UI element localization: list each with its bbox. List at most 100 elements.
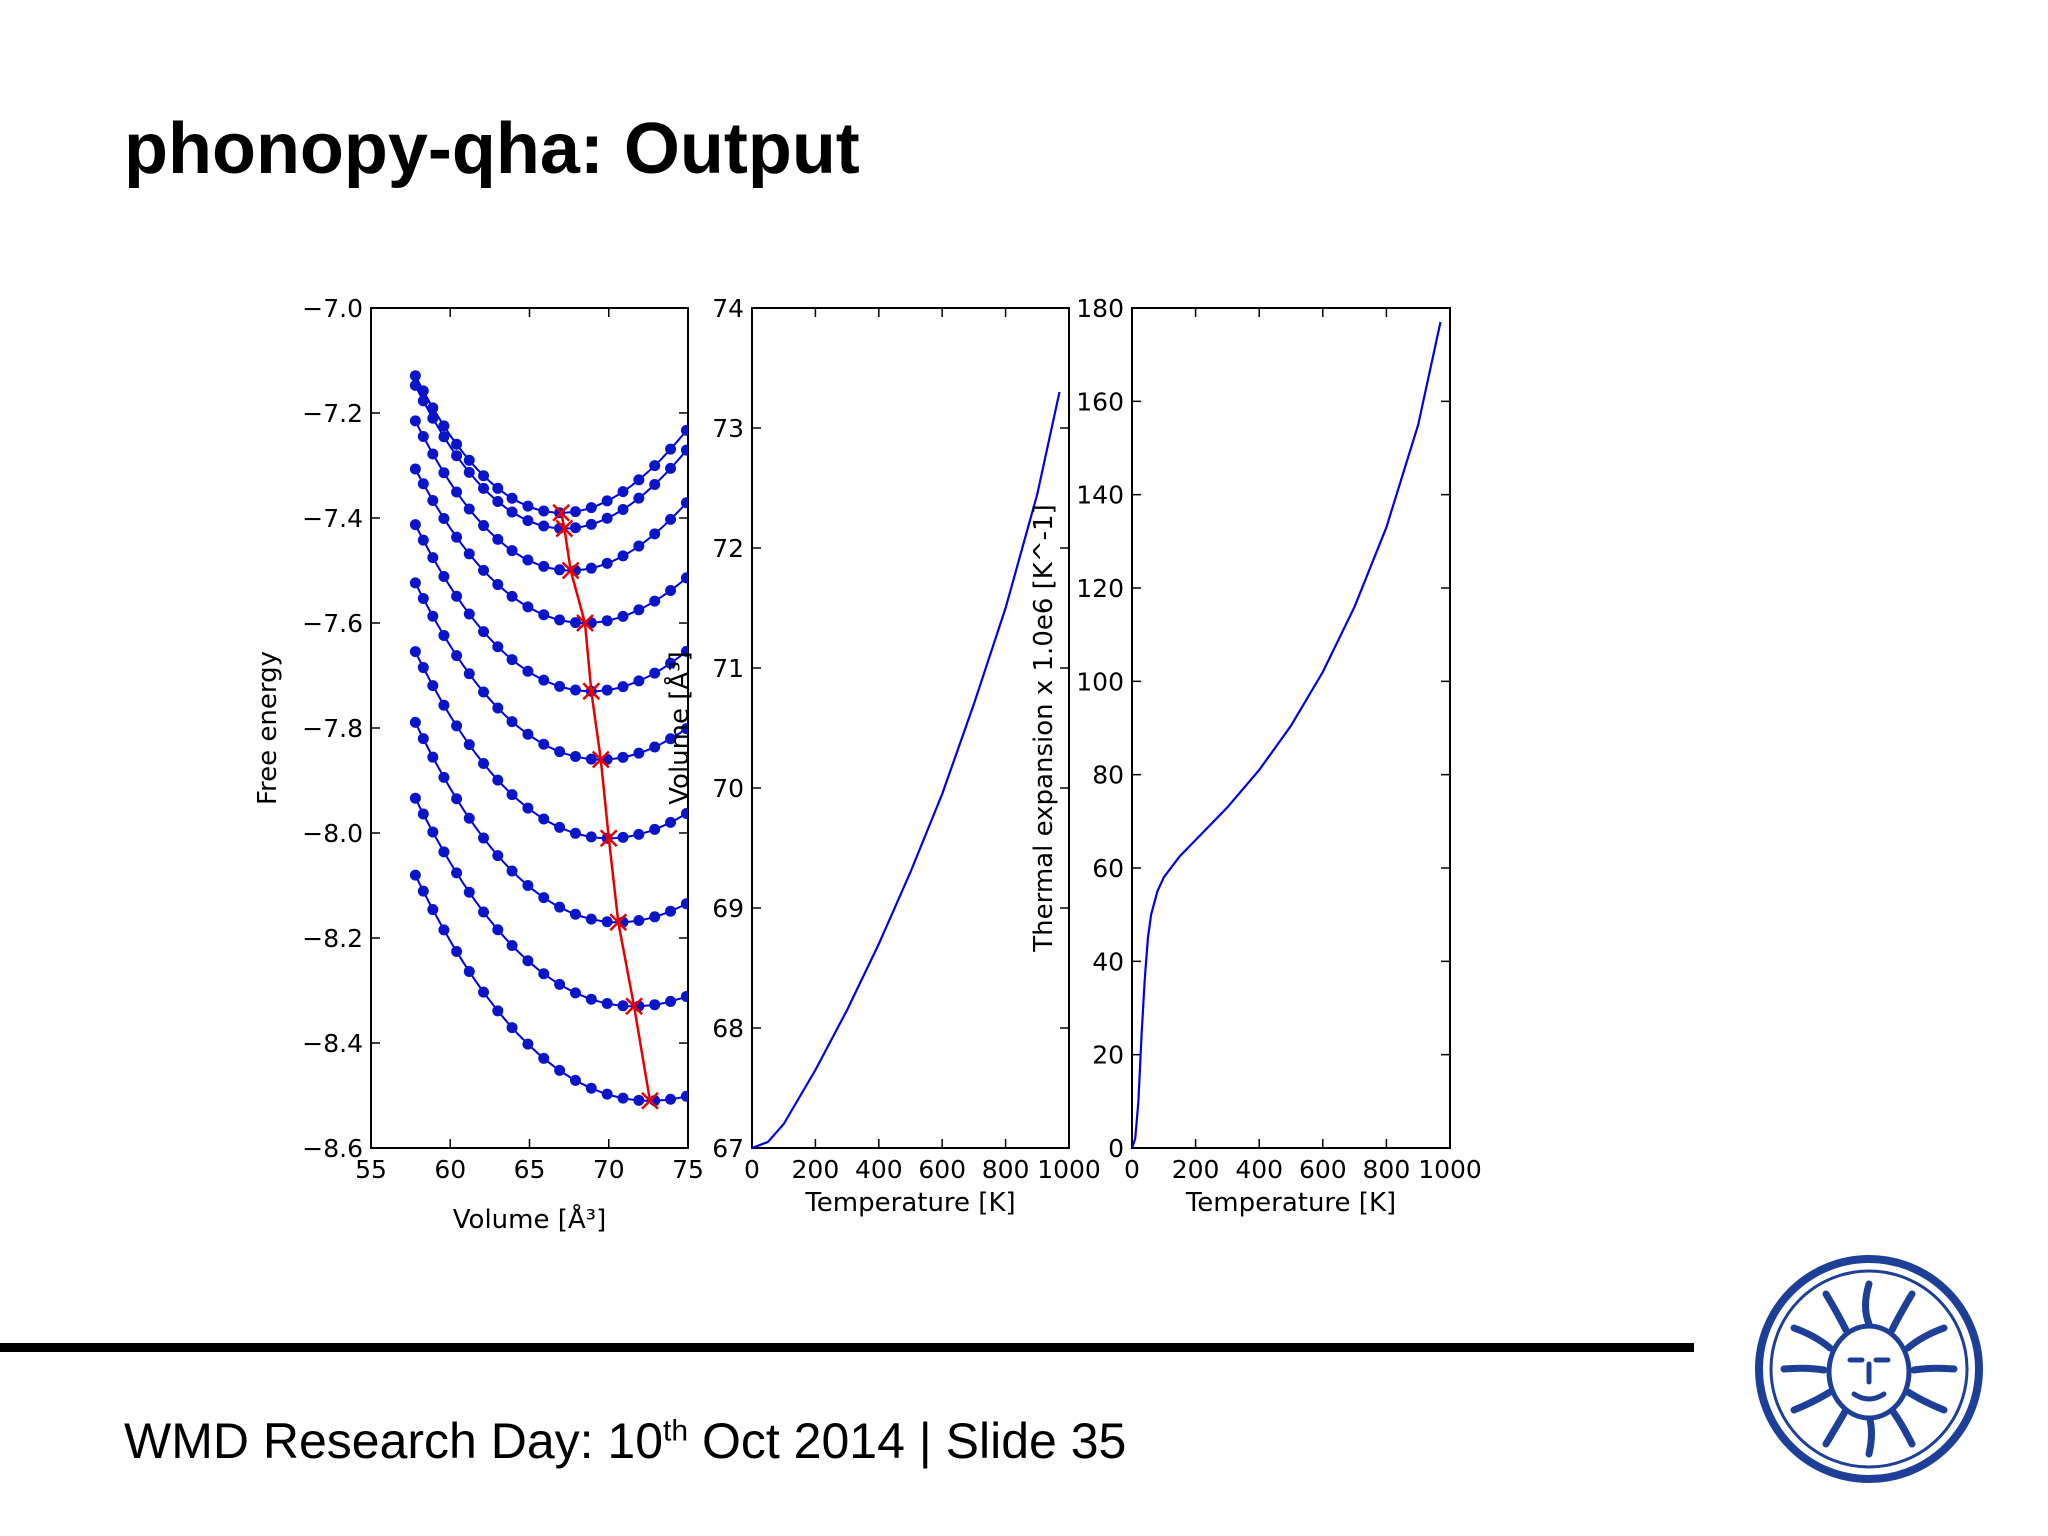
- footer-suffix: Oct 2014 | Slide 35: [688, 1413, 1127, 1469]
- minimum-path-line: [559, 512, 652, 1102]
- y-tick-label: 73: [712, 414, 744, 443]
- series-line: [1130, 321, 1442, 1149]
- free-energy-point: [554, 614, 566, 626]
- minimum-marker: [609, 913, 628, 932]
- free-energy-point: [538, 505, 550, 517]
- free-energy-point: [409, 463, 421, 475]
- free-energy-point: [463, 812, 475, 824]
- minimum-marker: [582, 682, 601, 701]
- free-energy-point: [538, 738, 550, 750]
- free-energy-point: [633, 828, 645, 840]
- free-energy-point: [665, 995, 677, 1007]
- free-energy-point: [463, 739, 475, 751]
- free-energy-point: [633, 474, 645, 486]
- free-energy-point: [617, 831, 629, 843]
- free-energy-chart: 55 60 65 70 75 −7.0 −7.2 −7.4 −7.6 −7.8 −8.0 −8.2 −8…: [253, 294, 704, 1235]
- y-tick-label: −7.4: [302, 504, 363, 533]
- y-tick-label: 74: [712, 294, 744, 323]
- free-energy-point: [506, 789, 518, 801]
- qha-charts: 55 60 65 70 75 −7.0 −7.2 −7.4 −7.6 −7.8 −8.0 −8.2 −8…: [253, 294, 1482, 1235]
- free-energy-point: [522, 955, 534, 967]
- y-tick-label: 140: [1076, 481, 1124, 510]
- minimum-marker: [552, 503, 571, 522]
- free-energy-point: [633, 492, 645, 504]
- free-energy-point: [417, 430, 429, 442]
- free-energy-point: [427, 402, 439, 414]
- free-energy-point: [665, 584, 677, 596]
- y-axis-label: Thermal expansion x 1.0e6 [K^-1]: [1029, 504, 1059, 952]
- x-tick-label: 600: [918, 1155, 966, 1184]
- free-energy-point: [538, 609, 550, 621]
- free-energy-point: [451, 793, 463, 805]
- free-energy-curve: [414, 375, 688, 514]
- free-energy-point: [665, 443, 677, 455]
- minimum-marker: [625, 997, 643, 1016]
- free-energy-point: [463, 608, 475, 620]
- free-energy-point: [506, 865, 518, 877]
- free-energy-point: [427, 610, 439, 622]
- free-energy-point: [680, 723, 688, 735]
- free-energy-point: [506, 716, 518, 728]
- free-energy-point: [409, 577, 421, 589]
- free-energy-point: [665, 462, 677, 474]
- x-tick-label: 800: [1363, 1155, 1411, 1184]
- free-energy-point: [649, 741, 661, 753]
- free-energy-point: [492, 482, 504, 494]
- x-tick-label: 800: [982, 1155, 1030, 1184]
- x-tick-label: 400: [1235, 1155, 1283, 1184]
- y-tick-label: 60: [1092, 854, 1124, 883]
- series-line: [751, 391, 1061, 1150]
- free-energy-point: [522, 1038, 534, 1050]
- free-energy-point: [665, 816, 677, 828]
- y-tick-label: 100: [1076, 667, 1124, 696]
- thermal-expansion-chart: 0 200 400 600 800 100002040608010012014016018…: [1029, 294, 1482, 1218]
- free-energy-point: [427, 412, 439, 424]
- free-energy-point: [569, 751, 581, 763]
- free-energy-point: [427, 448, 439, 460]
- minimum-marker: [561, 561, 580, 580]
- free-energy-point: [522, 601, 534, 613]
- x-tick-label: 75: [672, 1155, 704, 1184]
- free-energy-point: [451, 486, 463, 498]
- footer-prefix: WMD Research Day: 10: [124, 1413, 664, 1469]
- free-energy-point: [478, 470, 490, 482]
- y-tick-label: 71: [712, 654, 744, 683]
- free-energy-point: [649, 595, 661, 607]
- free-energy-point: [680, 1090, 688, 1102]
- free-energy-point: [478, 686, 490, 698]
- free-energy-point: [649, 911, 661, 923]
- free-energy-curve: [414, 651, 688, 840]
- free-energy-point: [601, 512, 613, 524]
- y-tick-label: 20: [1092, 1041, 1124, 1070]
- free-energy-point: [463, 966, 475, 978]
- free-energy-point: [438, 924, 450, 936]
- free-energy-curve: [414, 468, 688, 624]
- x-tick-label: 200: [1172, 1155, 1220, 1184]
- free-energy-point: [427, 751, 439, 763]
- free-energy-point: [538, 560, 550, 572]
- free-energy-point: [522, 880, 534, 892]
- free-energy-point: [665, 1093, 677, 1105]
- y-tick-label: 0: [1108, 1134, 1124, 1163]
- y-tick-label: 68: [712, 1014, 744, 1043]
- free-energy-point: [633, 540, 645, 552]
- free-energy-point: [680, 898, 688, 910]
- free-energy-point: [538, 813, 550, 825]
- free-energy-curve: [414, 721, 688, 924]
- free-energy-point: [538, 520, 550, 532]
- free-energy-point: [438, 420, 450, 432]
- free-energy-point: [506, 1022, 518, 1034]
- y-tick-label: 160: [1076, 387, 1124, 416]
- free-energy-point: [554, 564, 566, 576]
- free-energy-point: [617, 1000, 629, 1012]
- free-energy-point: [680, 444, 688, 456]
- x-tick-label: 65: [514, 1155, 546, 1184]
- free-energy-point: [569, 617, 581, 629]
- free-energy-point: [585, 993, 597, 1005]
- free-energy-point: [451, 590, 463, 602]
- free-energy-point: [492, 850, 504, 862]
- free-energy-point: [409, 716, 421, 728]
- x-tick-label: 1000: [1418, 1155, 1482, 1184]
- free-energy-point: [417, 808, 429, 820]
- footer-divider: [0, 1343, 1694, 1352]
